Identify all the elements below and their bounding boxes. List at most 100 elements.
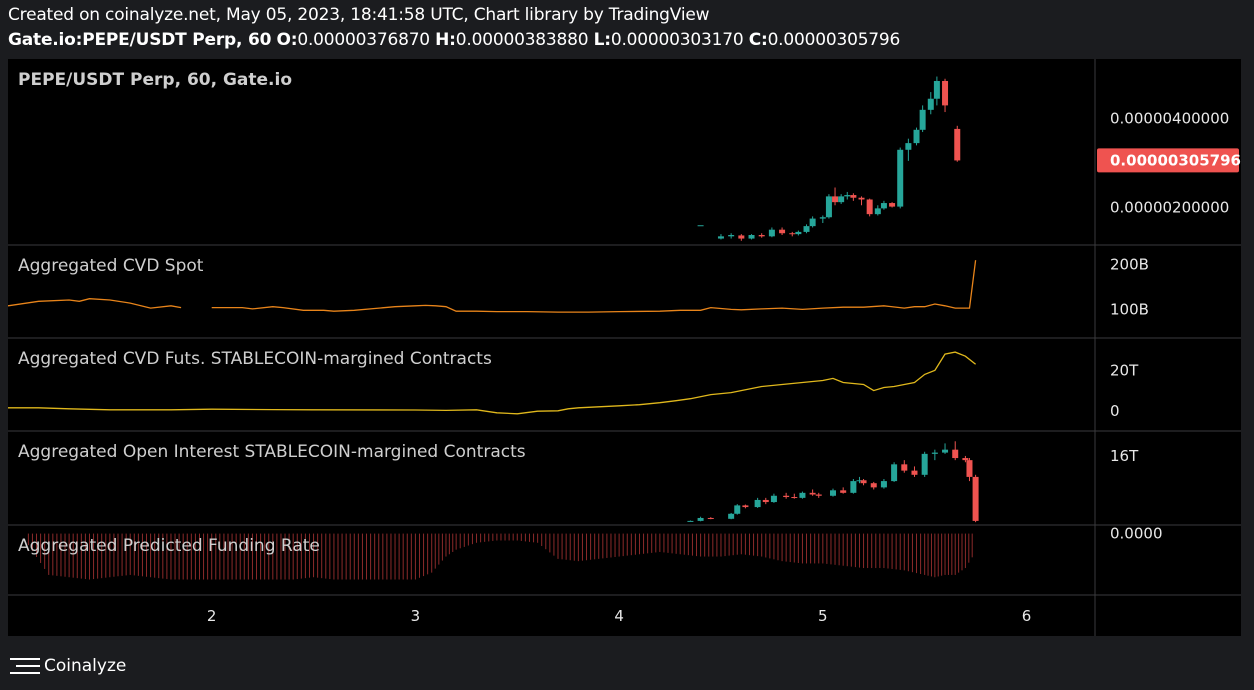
- candle-body: [799, 492, 806, 498]
- candle-body: [717, 236, 724, 239]
- candle-body: [815, 494, 822, 496]
- candle-body: [962, 458, 969, 461]
- candle-body: [803, 226, 810, 232]
- candle-body: [819, 217, 826, 219]
- x-tick-label: 2: [207, 607, 217, 625]
- x-tick-label: 4: [614, 607, 624, 625]
- high-label: H:: [435, 30, 456, 50]
- candle-body: [707, 517, 714, 519]
- candle-body: [697, 225, 704, 227]
- price-tick-label: 0.00000400000: [1110, 110, 1229, 128]
- candle-body: [844, 195, 851, 197]
- candle-body: [870, 483, 877, 488]
- oi-candles-group: [687, 441, 979, 523]
- pane-title: Aggregated Open Interest STABLECOIN-marg…: [18, 442, 526, 462]
- candle-body: [779, 229, 786, 234]
- candle-body: [768, 229, 775, 237]
- candle-body: [738, 235, 745, 239]
- candle-body: [783, 495, 790, 498]
- open-label: O:: [276, 30, 298, 50]
- brand-name: Coinalyze: [44, 656, 127, 676]
- candle-body: [858, 197, 865, 200]
- close-label: C:: [748, 30, 768, 50]
- candle-body: [891, 464, 898, 482]
- candle-body: [880, 203, 887, 209]
- last-price-tag: [1097, 148, 1239, 173]
- candle-body: [905, 143, 912, 150]
- funding-bars-group: [27, 533, 973, 580]
- candle-body: [874, 208, 881, 215]
- candle-body: [901, 464, 908, 471]
- candle-body: [966, 460, 973, 477]
- pane-title: PEPE/USDT Perp, 60, Gate.io: [18, 70, 292, 90]
- candle-body: [762, 499, 769, 503]
- coinalyze-logo-icon: [10, 658, 40, 674]
- candle-body: [850, 481, 857, 493]
- candle-body: [770, 495, 777, 503]
- candle-body: [889, 203, 896, 207]
- candle-body: [931, 452, 938, 454]
- candle-body: [933, 80, 940, 99]
- candle-body: [728, 513, 735, 519]
- symbol-interval: Gate.io:PEPE/USDT Perp, 60: [8, 30, 272, 50]
- candle-body: [921, 453, 928, 475]
- candle-body: [913, 129, 920, 144]
- price-candles-group: [697, 76, 961, 241]
- candle-body: [795, 231, 802, 235]
- pane-title: Aggregated CVD Futs. STABLECOIN-margined…: [18, 349, 492, 369]
- candle-body: [687, 520, 694, 522]
- candle-body: [748, 235, 755, 239]
- candle-body: [954, 128, 961, 161]
- candle-body: [856, 480, 863, 482]
- candle-body: [832, 196, 839, 203]
- axis-tick-label: 20T: [1110, 361, 1139, 379]
- candle-body: [809, 492, 816, 495]
- candle-body: [830, 490, 836, 496]
- candle-body: [850, 195, 857, 198]
- series-line: [8, 351, 977, 415]
- candle-body: [754, 499, 761, 508]
- close-value: 0.00000305796: [767, 30, 901, 50]
- price-tick-label: 0.00000200000: [1110, 198, 1229, 216]
- candle-body: [942, 80, 949, 106]
- candle-body: [840, 490, 847, 493]
- axis-tick-label: 0: [1110, 402, 1120, 420]
- chart-caption: Created on coinalyze.net, May 05, 2023, …: [8, 5, 710, 25]
- high-value: 0.00000383880: [455, 30, 589, 50]
- axis-tick-label: 16T: [1110, 447, 1139, 465]
- candle-body: [911, 470, 918, 475]
- axis-tick-label: 100B: [1110, 300, 1149, 318]
- x-tick-label: 6: [1022, 607, 1032, 625]
- footer: Coinalyze: [8, 654, 126, 678]
- chart-svg[interactable]: 0.00000400000 0.00000200000 0.00000305796 P…: [7, 59, 1241, 636]
- ohlc-legend: Gate.io:PEPE/USDT Perp, 60 O:0.000003768…: [8, 30, 900, 50]
- candle-body: [791, 497, 798, 499]
- candle-body: [809, 218, 816, 227]
- candle-body: [880, 481, 887, 488]
- candle-body: [825, 196, 832, 218]
- open-value: 0.00000376870: [297, 30, 430, 50]
- candle-body: [728, 235, 735, 237]
- pane-title: Aggregated Predicted Funding Rate: [18, 536, 320, 556]
- candle-body: [952, 449, 959, 459]
- x-tick-label: 5: [818, 607, 828, 625]
- low-label: L:: [593, 30, 611, 50]
- pane-title: Aggregated CVD Spot: [18, 256, 204, 276]
- chart-area[interactable]: 0.00000400000 0.00000200000 0.00000305796 P…: [7, 59, 1241, 636]
- candle-body: [897, 149, 904, 207]
- last-price-label: 0.00000305796: [1110, 151, 1241, 169]
- candle-body: [972, 476, 979, 521]
- x-tick-label: 3: [411, 607, 421, 625]
- low-value: 0.00000303170: [610, 30, 744, 50]
- candle-body: [919, 109, 926, 130]
- candle-body: [927, 98, 934, 110]
- candle-body: [838, 196, 845, 203]
- series-line: [7, 260, 977, 313]
- candle-body: [866, 199, 873, 215]
- candle-body: [697, 517, 704, 521]
- axis-tick-label: 0.0000: [1110, 525, 1163, 543]
- candle-body: [942, 449, 949, 453]
- candle-body: [742, 505, 749, 508]
- candle-body: [789, 233, 796, 235]
- candle-body: [734, 505, 741, 514]
